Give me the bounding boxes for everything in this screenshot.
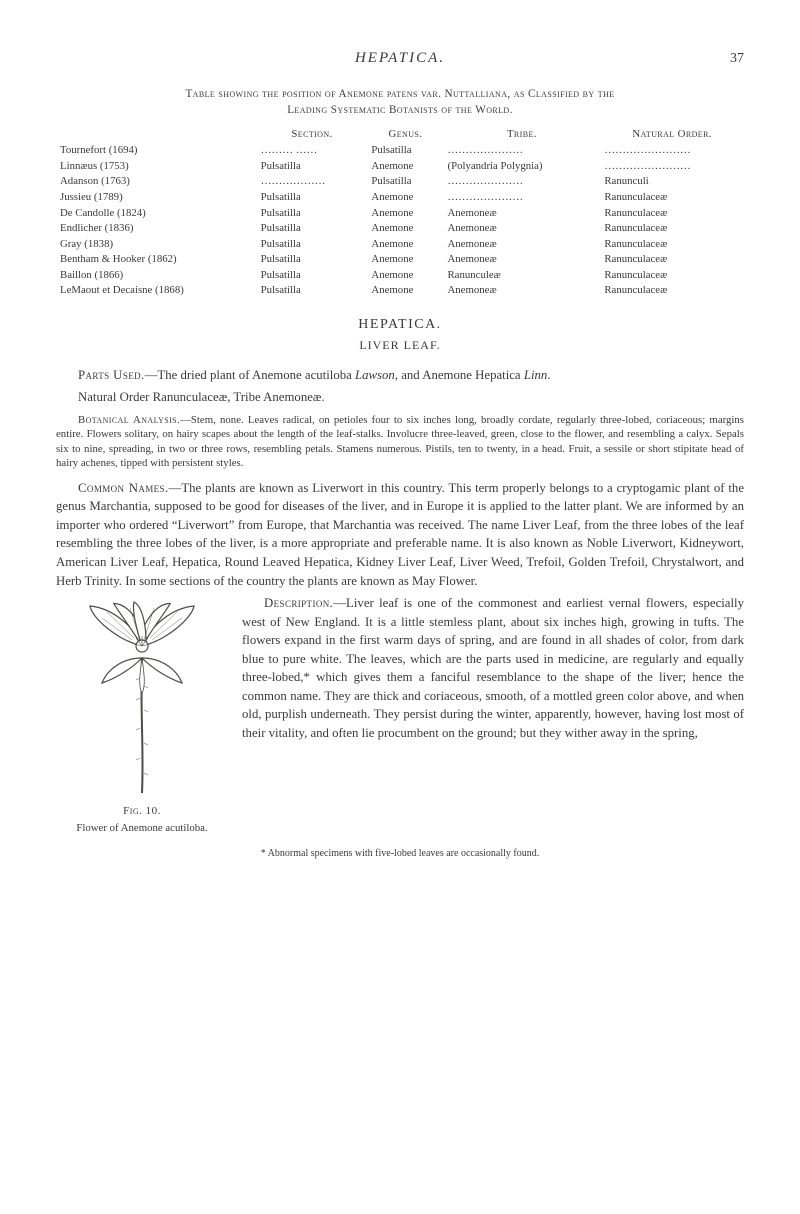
cell-order: Ranunculaceæ [600,267,744,283]
cell-genus: Anemone [367,283,443,299]
table-row: LeMaout et Decaisne (1868)PulsatillaAnem… [56,283,744,299]
cell-tribe: (Polyandria Polygnia) [443,158,600,174]
cell-order: Ranunculaceæ [600,283,744,299]
flower-illustration-icon [62,598,222,798]
table-row: Adanson (1763)………………Pulsatilla…………………Ran… [56,174,744,190]
cell-section: Pulsatilla [257,236,368,252]
cell-name: Gray (1838) [56,236,257,252]
cell-name: Jussieu (1789) [56,189,257,205]
parts-used: Parts Used.—The dried plant of Anemone a… [56,366,744,385]
cell-name: LeMaout et Decaisne (1868) [56,283,257,299]
cell-tribe: Anemoneæ [443,221,600,237]
col-order: Natural Order. [600,126,744,143]
cell-name: Tournefort (1694) [56,143,257,159]
col-genus: Genus. [367,126,443,143]
cell-section: ……… …… [257,143,368,159]
systematic-table: Section. Genus. Tribe. Natural Order. To… [56,126,744,298]
cell-order: …………………… [600,143,744,159]
botanical-analysis: Botanical Analysis.—Stem, none. Leaves r… [56,413,744,471]
cell-name: Linnæus (1753) [56,158,257,174]
table-row: Jussieu (1789)PulsatillaAnemone…………………Ra… [56,189,744,205]
cell-section: Pulsatilla [257,221,368,237]
table-row: Linnæus (1753)PulsatillaAnemone(Polyandr… [56,158,744,174]
cell-name: Endlicher (1836) [56,221,257,237]
cell-name: Baillon (1866) [56,267,257,283]
cell-name: Bentham & Hooker (1862) [56,252,257,268]
cell-tribe: Anemoneæ [443,236,600,252]
cell-order: Ranunculaceæ [600,221,744,237]
table-row: Tournefort (1694)……… ……Pulsatilla…………………… [56,143,744,159]
cell-name: Adanson (1763) [56,174,257,190]
col-blank [56,126,257,143]
cell-tribe: Anemoneæ [443,205,600,221]
footnote: * Abnormal specimens with five-lobed lea… [56,847,744,861]
cell-tribe: ………………… [443,143,600,159]
figure-block: Fig. 10. Flower of Anemone acutiloba. [56,598,228,835]
cell-tribe: Anemoneæ [443,283,600,299]
cell-order: Ranunculaceæ [600,252,744,268]
cell-section: Pulsatilla [257,267,368,283]
cell-order: Ranunculaceæ [600,189,744,205]
common-names: Common Names.—The plants are known as Li… [56,479,744,590]
cell-section: Pulsatilla [257,252,368,268]
table-body: Tournefort (1694)……… ……Pulsatilla…………………… [56,143,744,299]
cell-genus: Anemone [367,158,443,174]
cell-genus: Pulsatilla [367,143,443,159]
cell-genus: Anemone [367,189,443,205]
caption-line-2: Leading Systematic Botanists of the Worl… [287,104,513,116]
cell-section: Pulsatilla [257,189,368,205]
cell-order: …………………… [600,158,744,174]
cell-genus: Anemone [367,252,443,268]
cell-genus: Pulsatilla [367,174,443,190]
cell-tribe: Ranunculeæ [443,267,600,283]
figure-label: Fig. 10. [56,804,228,819]
running-header: HEPATICA. 37 [56,48,744,69]
table-row: Baillon (1866)PulsatillaAnemoneRanuncule… [56,267,744,283]
cell-section: ……………… [257,174,368,190]
cell-genus: Anemone [367,236,443,252]
running-title: HEPATICA. [86,48,714,68]
cell-genus: Anemone [367,221,443,237]
cell-section: Pulsatilla [257,283,368,299]
cell-section: Pulsatilla [257,158,368,174]
cell-tribe: Anemoneæ [443,252,600,268]
description-block: Fig. 10. Flower of Anemone acutiloba. De… [56,594,744,837]
page-number: 37 [714,50,744,69]
cell-order: Ranunculi [600,174,744,190]
cell-genus: Anemone [367,267,443,283]
cell-name: De Candolle (1824) [56,205,257,221]
cell-genus: Anemone [367,205,443,221]
caption-line-1: Table showing the position of Anemone pa… [185,88,614,100]
table-row: Bentham & Hooker (1862)PulsatillaAnemone… [56,252,744,268]
col-section: Section. [257,126,368,143]
cell-tribe: ………………… [443,174,600,190]
table-row: Endlicher (1836)PulsatillaAnemoneAnemone… [56,221,744,237]
table-header-row: Section. Genus. Tribe. Natural Order. [56,126,744,143]
cell-order: Ranunculaceæ [600,236,744,252]
table-row: De Candolle (1824)PulsatillaAnemoneAnemo… [56,205,744,221]
cell-order: Ranunculaceæ [600,205,744,221]
section-title: HEPATICA. [56,316,744,335]
cell-section: Pulsatilla [257,205,368,221]
table-row: Gray (1838)PulsatillaAnemoneAnemoneæRanu… [56,236,744,252]
natural-order: Natural Order Ranunculaceæ, Tribe Anemon… [56,388,744,407]
table-caption: Table showing the position of Anemone pa… [56,87,744,118]
section-subtitle: LIVER LEAF. [56,337,744,353]
figure-caption: Flower of Anemone acutiloba. [56,821,228,835]
cell-tribe: ………………… [443,189,600,205]
col-tribe: Tribe. [443,126,600,143]
